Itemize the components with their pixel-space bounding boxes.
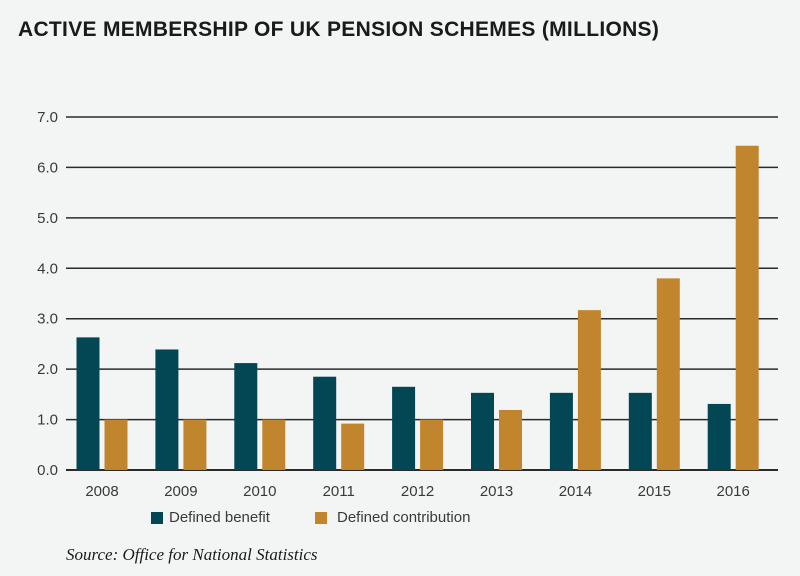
source-note: Source: Office for National Statistics <box>66 545 318 564</box>
x-tick-label: 2010 <box>243 483 276 500</box>
bar-defined-contribution-2009 <box>183 419 207 470</box>
bar-chart: 0.0 1.0 2.0 3.0 4.0 5.0 6.0 7.0 2008 2009 2010 201… <box>37 109 778 500</box>
bar-defined-benefit-2009 <box>155 349 179 470</box>
bar-defined-contribution-2013 <box>499 409 522 470</box>
bar-defined-benefit-2016 <box>707 403 731 470</box>
bar-defined-benefit-2010 <box>234 363 258 470</box>
chart-title: ACTIVE MEMBERSHIP OF UK PENSION SCHEMES … <box>18 18 660 41</box>
x-tick-label: 2009 <box>164 483 197 500</box>
bar-defined-contribution-2011 <box>341 423 365 470</box>
y-tick-label: 7.0 <box>37 109 58 126</box>
y-tick-label: 3.0 <box>37 311 58 328</box>
legend-item-defined-benefit: Defined benefit <box>151 509 270 526</box>
y-axis-ticks: 0.0 1.0 2.0 3.0 4.0 5.0 6.0 7.0 <box>37 109 58 479</box>
legend-label-defined-benefit: Defined benefit <box>169 509 270 526</box>
bar-defined-contribution-2008 <box>104 419 128 470</box>
x-tick-label: 2012 <box>401 483 434 500</box>
bar-defined-contribution-2015 <box>656 278 680 470</box>
bar-defined-contribution-2010 <box>262 419 286 470</box>
y-tick-label: 2.0 <box>37 361 58 378</box>
x-tick-label: 2013 <box>480 483 513 500</box>
x-tick-label: 2014 <box>559 483 592 500</box>
bar-defined-benefit-2011 <box>313 376 337 470</box>
x-tick-label: 2016 <box>717 483 750 500</box>
bar-defined-benefit-2014 <box>549 392 573 470</box>
bar-defined-benefit-2013 <box>471 392 494 470</box>
bar-defined-benefit-2015 <box>628 392 652 470</box>
legend-item-defined-contribution: Defined contribution <box>315 509 470 526</box>
x-tick-label: 2011 <box>323 483 355 500</box>
y-tick-label: 6.0 <box>37 159 58 176</box>
legend-swatch-defined-benefit <box>151 511 163 524</box>
y-tick-label: 5.0 <box>37 210 58 227</box>
x-tick-label: 2008 <box>85 483 118 500</box>
bars <box>76 145 759 470</box>
y-tick-label: 1.0 <box>37 412 58 429</box>
bar-defined-contribution-2016 <box>735 145 759 470</box>
y-tick-label: 0.0 <box>37 462 58 479</box>
legend-label-defined-contribution: Defined contribution <box>337 509 471 526</box>
y-tick-label: 4.0 <box>37 260 58 277</box>
bar-defined-contribution-2012 <box>420 419 444 470</box>
bar-defined-benefit-2008 <box>76 337 100 470</box>
bar-defined-contribution-2014 <box>577 310 601 470</box>
x-tick-label: 2015 <box>638 483 671 500</box>
legend-swatch-defined-contribution <box>315 511 327 524</box>
x-axis-ticks: 2008 2009 2010 2011 2012 2013 2014 2015 2016 <box>85 483 750 500</box>
bar-defined-benefit-2012 <box>392 386 416 470</box>
